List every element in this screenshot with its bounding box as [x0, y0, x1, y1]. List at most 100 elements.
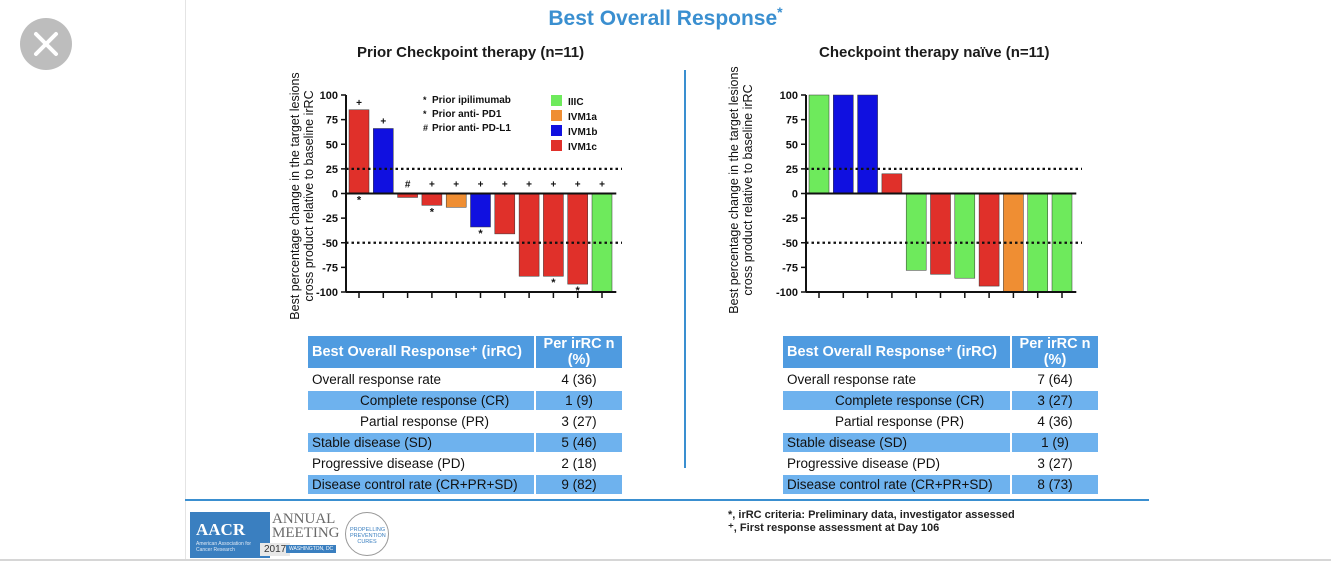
bar-bottom-marker: * [357, 195, 362, 207]
footnote-irrc: *, irRC criteria: Preliminary data, inve… [728, 509, 1015, 521]
legend-swatch [551, 125, 562, 136]
vertical-divider [684, 70, 686, 468]
bar [978, 193, 1000, 287]
row-value: 3 (27) [1010, 454, 1098, 473]
bar-top-marker: + [550, 180, 556, 191]
page-title: Best Overall Response* [548, 4, 783, 30]
row-value: 7 (64) [1010, 370, 1098, 389]
y-tick-label: -25 [322, 213, 338, 225]
legend-label: IVM1c [568, 142, 597, 153]
row-label: Overall response rate [312, 372, 442, 387]
legend-label: IVM1b [568, 127, 597, 138]
y-tick-label: 25 [326, 164, 338, 176]
footnote-first-response: ⁺, First response assessment at Day 106 [728, 522, 940, 534]
note-text: Prior anti- PD-L1 [432, 123, 511, 134]
aacr-logo-box: AACR American Association for Cancer Res… [190, 512, 270, 558]
header-response: Best Overall Response⁺ (irRC) [783, 336, 1010, 368]
bar-top-marker: + [356, 98, 362, 109]
row-value: 3 (27) [1010, 391, 1098, 410]
y-tick-label: 50 [786, 139, 798, 151]
bar [543, 193, 564, 277]
left-subtitle: Prior Checkpoint therapy (n=11) [357, 44, 585, 61]
table-row: Stable disease (SD) 5 (46) [308, 433, 622, 452]
close-button[interactable] [20, 18, 72, 70]
row-label: Stable disease (SD) [308, 433, 534, 452]
bar [470, 193, 491, 228]
bar [373, 128, 394, 194]
row-label: Disease control rate (CR+PR+SD) [308, 475, 534, 494]
row-value: 5 (46) [534, 433, 622, 452]
table-row: Progressive disease (PD) 2 (18) [308, 454, 622, 473]
y-tick-label: 100 [780, 90, 798, 102]
bar-top-marker: + [502, 180, 508, 191]
y-tick-label: -50 [782, 238, 798, 250]
meeting-year: 2017 [260, 543, 291, 556]
note-text: Prior anti- PD1 [432, 109, 502, 120]
table-row: Partial response (PR) 3 (27) [308, 412, 622, 431]
bar-top-marker: + [380, 116, 386, 127]
row-label: Partial response (PR) [360, 414, 490, 429]
legend-label: IIIC [568, 97, 584, 108]
bar-top-marker: + [575, 180, 581, 191]
y-tick-label: 75 [786, 115, 798, 127]
bar-bottom-marker: * [430, 206, 435, 218]
row-value: 4 (36) [1010, 412, 1098, 431]
aacr-logo-subtext: American Association for Cancer Research [196, 541, 252, 553]
note-marker: * [423, 95, 427, 105]
seal-logo: PROPELLING PREVENTION CURES [345, 512, 389, 556]
table-row: Partial response (PR) 4 (36) [783, 412, 1098, 431]
y-tick-label: -25 [782, 213, 798, 225]
bar-top-marker: + [599, 180, 605, 191]
table-header-row: Best Overall Response⁺ (irRC) Per irRC n… [783, 336, 1098, 368]
bar [833, 94, 854, 194]
left-bar-chart: 100 75 50 25 0 -25 -50 -75 -100 + * + # + * + + * + + + * + * + *… [316, 90, 622, 299]
legend-label: IVM1a [568, 112, 597, 123]
bar-top-marker: + [429, 180, 435, 191]
row-value: 9 (82) [534, 475, 622, 494]
bar-bottom-marker: * [551, 277, 556, 289]
note-marker: * [423, 109, 427, 119]
bar [808, 94, 830, 194]
row-label: Stable disease (SD) [783, 433, 1010, 452]
right-bar-chart: 100 75 50 25 0 -25 -50 -75 -100 [776, 90, 1082, 299]
bar-top-marker: + [478, 180, 484, 191]
right-ylabel: Best percentage change in the target les… [727, 66, 755, 314]
bar [930, 193, 951, 275]
horizontal-divider [185, 499, 1149, 501]
y-tick-label: 0 [332, 189, 338, 201]
aacr-logo-text: AACR [196, 520, 246, 539]
y-tick-label: 0 [792, 189, 798, 201]
bar [857, 94, 878, 194]
table-row: Overall response rate 4 (36) [308, 370, 622, 389]
row-label: Partial response (PR) [835, 414, 965, 429]
row-label: Overall response rate [787, 372, 917, 387]
row-value: 1 (9) [1010, 433, 1098, 452]
y-tick-label: -100 [316, 287, 338, 299]
y-tick-label: -50 [322, 238, 338, 250]
row-label: Progressive disease (PD) [312, 456, 466, 471]
y-tick-label: 100 [320, 90, 338, 102]
bar-top-marker: + [526, 180, 532, 191]
meeting-city: WASHINGTON, DC [286, 545, 337, 553]
bar [905, 193, 927, 271]
bar [954, 193, 976, 279]
footnotes: *, irRC criteria: Preliminary data, inve… [728, 509, 1015, 535]
bar-top-marker: # [405, 180, 411, 191]
row-label: Complete response (CR) [308, 391, 534, 410]
note-text: Prior ipilimumab [432, 95, 511, 106]
table-row: Disease control rate (CR+PR+SD) 9 (82) [308, 475, 622, 494]
row-label: Complete response (CR) [783, 391, 1010, 410]
y-tick-label: -75 [782, 262, 798, 274]
table-row: Disease control rate (CR+PR+SD) 8 (73) [783, 475, 1098, 494]
table-row: Complete response (CR) 1 (9) [308, 391, 622, 410]
y-tick-label: 50 [326, 139, 338, 151]
bar-bottom-marker: * [478, 228, 483, 240]
header-per-irrc: Per irRC n (%) [534, 336, 622, 368]
bar [421, 193, 443, 206]
row-value: 8 (73) [1010, 475, 1098, 494]
note-marker: # [423, 123, 428, 133]
y-tick-label: 25 [786, 164, 798, 176]
table-row: Stable disease (SD) 1 (9) [783, 433, 1098, 452]
bar [567, 193, 588, 285]
row-value: 4 (36) [534, 370, 622, 389]
